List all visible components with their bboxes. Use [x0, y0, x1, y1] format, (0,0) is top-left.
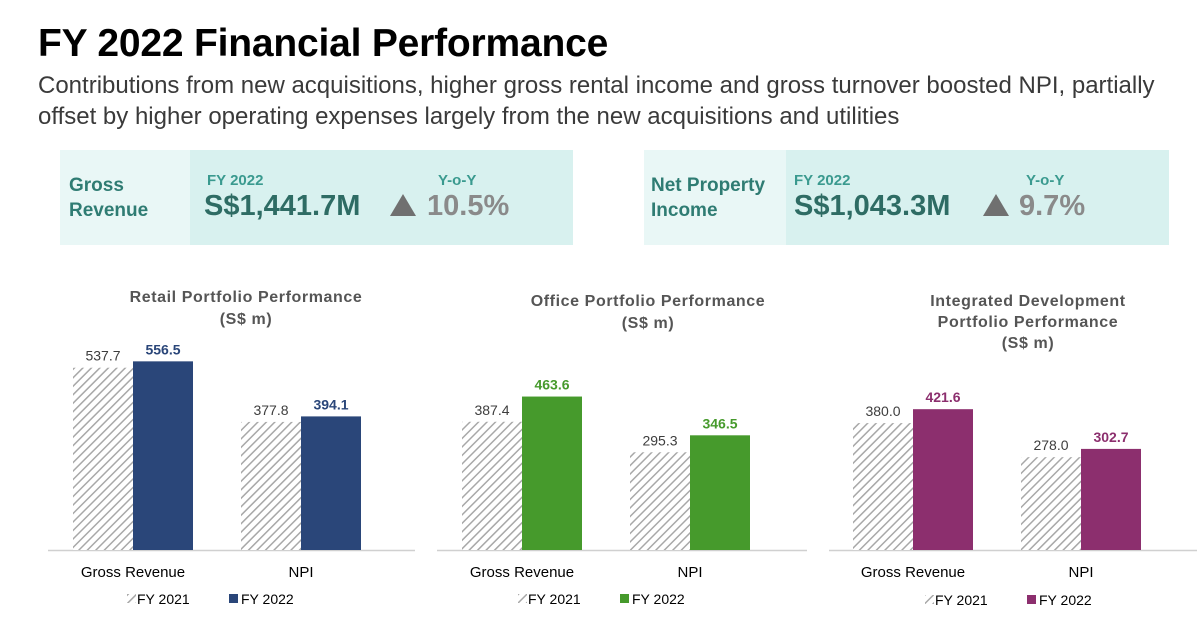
bar-fy2022: [913, 409, 973, 550]
legend-label-fy2021: FY 2021: [528, 591, 581, 607]
chart-title-line: (S$ m): [220, 311, 273, 328]
kpi-fy-label: FY 2022: [207, 172, 264, 189]
chart-title-line: Office Portfolio Performance: [531, 293, 766, 310]
data-label-fy2022: 394.1: [313, 396, 348, 412]
bar-fy2021: [1021, 457, 1081, 550]
bar-fy2022: [522, 396, 582, 550]
data-label-fy2022: 421.6: [925, 389, 960, 405]
chart-3: Integrated Development Portfolio Performa…: [829, 293, 1197, 608]
data-label-fy2021: 377.8: [253, 402, 288, 418]
kpi-label: Net Property Income: [644, 150, 786, 245]
category-tick-label: Gross Revenue: [861, 564, 965, 581]
chart-title-line: Retail Portfolio Performance: [130, 289, 363, 306]
data-label-fy2021: 278.0: [1033, 437, 1068, 453]
legend-swatch-fy2022: [1027, 595, 1036, 604]
kpi-yoy-value: 10.5%: [427, 190, 510, 222]
kpi-label: Gross Revenue: [60, 150, 190, 245]
kpi-fy-label: FY 2022: [794, 172, 851, 189]
kpi-label-line1: Net Property: [651, 174, 766, 196]
bar-fy2021: [462, 421, 522, 550]
category-tick-label: NPI: [1068, 564, 1093, 581]
kpi-values: FY 2022 S$1,043.3M Y-o-Y 9.7%: [786, 150, 1169, 245]
data-label-fy2022: 346.5: [702, 415, 737, 431]
kpi-value: S$1,441.7M: [204, 190, 361, 222]
chart-title-line: Integrated Development: [930, 293, 1126, 310]
page-subtitle: Contributions from new acquisitions, hig…: [38, 72, 1155, 130]
kpi-value: S$1,043.3M: [794, 190, 951, 222]
kpi-label-line2: Revenue: [69, 199, 149, 221]
bar-fy2022: [133, 361, 193, 550]
legend-swatch-fy2021: [127, 594, 136, 603]
category-tick-label: Gross Revenue: [81, 564, 185, 581]
bar-fy2021: [241, 421, 301, 550]
legend-swatch-fy2021: [925, 595, 934, 604]
legend-swatch-fy2021: [518, 594, 527, 603]
chart-1: Retail Portfolio Performance (S$ m) 537.7 5…: [48, 289, 415, 607]
kpi-values: FY 2022 S$1,441.7M Y-o-Y 10.5%: [190, 150, 573, 245]
legend-label-fy2021: FY 2021: [137, 591, 190, 607]
data-label-fy2021: 295.3: [642, 432, 677, 448]
kpi-card-gross-revenue: Gross Revenue FY 2022 S$1,441.7M Y-o-Y 1…: [60, 150, 573, 245]
data-label-fy2022: 556.5: [145, 341, 180, 357]
kpi-yoy-label: Y-o-Y: [438, 172, 477, 189]
category-tick-label: NPI: [288, 564, 313, 581]
data-label-fy2021: 537.7: [85, 348, 120, 364]
data-label-fy2021: 387.4: [474, 402, 509, 418]
bar-fy2022: [690, 435, 750, 550]
chart-2: Office Portfolio Performance (S$ m) 387.4 4…: [437, 293, 807, 607]
category-tick-label: Gross Revenue: [470, 564, 574, 581]
kpi-yoy-label: Y-o-Y: [1026, 172, 1065, 189]
chart-title-line: (S$ m): [1002, 335, 1055, 352]
bar-fy2022: [1081, 448, 1141, 550]
chart-legend: FY 2021 FY 2022: [127, 591, 294, 607]
legend-label-fy2022: FY 2022: [241, 591, 294, 607]
up-triangle-icon: [390, 194, 416, 216]
chart-title-line: (S$ m): [622, 315, 675, 332]
data-label-fy2022: 302.7: [1093, 429, 1128, 445]
page-title: FY 2022 Financial Performance: [38, 22, 609, 65]
bar-fy2021: [630, 452, 690, 550]
chart-title-line: Portfolio Performance: [938, 314, 1119, 331]
legend-swatch-fy2022: [620, 594, 629, 603]
kpi-card-net-property-income: Net Property Income FY 2022 S$1,043.3M Y…: [644, 150, 1169, 245]
legend-label-fy2021: FY 2021: [935, 592, 988, 608]
bar-fy2022: [301, 416, 361, 550]
up-triangle-icon: [983, 194, 1009, 216]
legend-label-fy2022: FY 2022: [632, 591, 685, 607]
legend-swatch-fy2022: [229, 594, 238, 603]
kpi-label-line1: Gross: [69, 174, 124, 196]
bar-fy2021: [853, 423, 913, 550]
bar-fy2021: [73, 367, 133, 550]
data-label-fy2022: 463.6: [534, 377, 569, 393]
data-label-fy2021: 380.0: [865, 403, 900, 419]
kpi-label-line2: Income: [651, 199, 718, 221]
kpi-yoy-value: 9.7%: [1019, 190, 1086, 222]
legend-label-fy2022: FY 2022: [1039, 592, 1092, 608]
chart-legend: FY 2021 FY 2022: [925, 592, 1092, 608]
chart-legend: FY 2021 FY 2022: [518, 591, 685, 607]
category-tick-label: NPI: [677, 564, 702, 581]
